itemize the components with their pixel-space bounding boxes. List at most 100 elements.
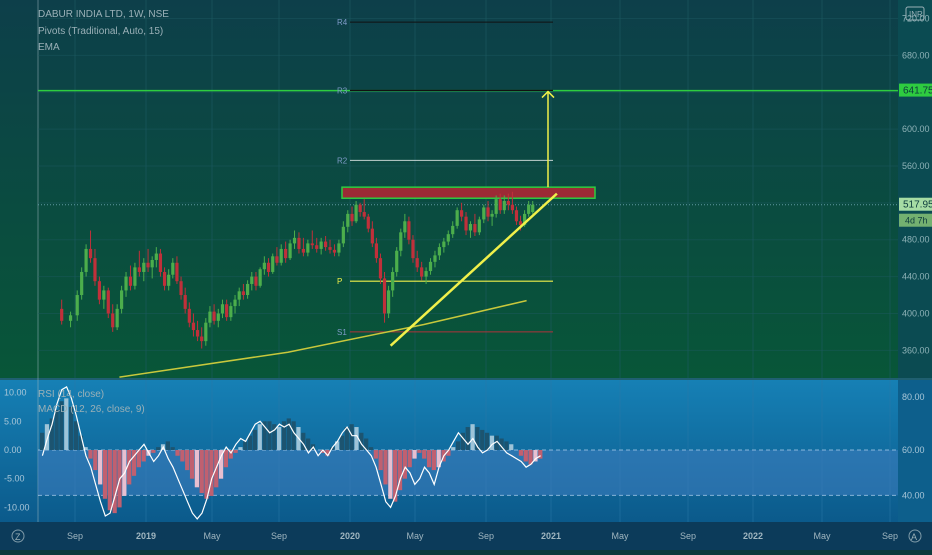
macd-histogram-bar	[378, 450, 383, 471]
last-price-tag-text: 517.95	[903, 200, 932, 211]
candle-body	[208, 311, 212, 323]
candle-body	[200, 336, 204, 342]
indicator-right-tick-1: 60.00	[902, 445, 925, 455]
macd-histogram-bar	[325, 450, 330, 456]
time-axis-tick-8: May	[611, 531, 629, 541]
candle-body	[124, 276, 128, 291]
candle-body	[490, 213, 494, 217]
pivot-levels: R4 R3 R2 P S1	[337, 18, 553, 337]
time-axis-tick-0: Sep	[67, 531, 83, 541]
candle-body	[150, 259, 154, 268]
candle-body	[337, 243, 341, 253]
macd-histogram-bar	[397, 450, 403, 491]
candle-body	[183, 295, 187, 309]
macd-histogram-bar	[185, 450, 190, 471]
candle-body	[531, 204, 535, 213]
candle-body	[328, 247, 332, 250]
macd-histogram-bar	[446, 450, 451, 456]
candle-body	[319, 241, 323, 249]
candle-body	[346, 213, 350, 227]
auto-scale-icon[interactable]: A	[908, 529, 922, 543]
candle-body	[142, 262, 146, 272]
macd-histogram-bar	[475, 427, 480, 450]
candle-body	[258, 269, 262, 286]
resistance-zone[interactable]	[341, 186, 596, 199]
candle-body	[111, 313, 115, 328]
time-axis[interactable]: Sep 2019 May Sep 2020 May Sep 2021 May Sep 2022 May…	[67, 531, 898, 541]
macd-histogram-bar	[112, 450, 117, 514]
time-axis-tick-12: Sep	[882, 531, 898, 541]
candle-body	[250, 276, 254, 284]
symbol-legend[interactable]: DABUR INDIA LTD, 1W, NSE	[38, 9, 169, 20]
candle-body	[245, 283, 250, 296]
candle-body	[167, 274, 171, 286]
time-axis-tick-6: Sep	[478, 531, 494, 541]
macd-histogram-bar	[417, 450, 422, 453]
ema-legend[interactable]: EMA	[38, 42, 60, 53]
macd-histogram-bar	[388, 450, 393, 499]
macd-histogram-bar	[204, 450, 209, 499]
candle-body	[187, 308, 191, 323]
macd-histogram-bar	[426, 450, 432, 468]
candle-body	[88, 248, 93, 259]
macd-histogram-bar	[131, 450, 137, 476]
pivots-legend[interactable]: Pivots (Traditional, Auto, 15)	[38, 26, 163, 37]
ema-line	[119, 299, 527, 378]
macd-histogram-bar	[83, 447, 88, 450]
macd-histogram-bar	[243, 441, 248, 450]
candle-body	[473, 224, 477, 233]
macd-histogram-bar	[262, 421, 267, 450]
macd-histogram-bar	[156, 447, 161, 450]
timezone-icon[interactable]: Z	[11, 529, 25, 543]
candle-body	[80, 271, 84, 296]
macd-histogram-bar	[335, 441, 340, 450]
countdown-tag: 4d 7h	[899, 213, 932, 227]
macd-legend[interactable]: MACD (12, 26, close, 9)	[38, 404, 145, 415]
target-arrow[interactable]	[541, 90, 555, 188]
rsi-legend[interactable]: RSI (14, close)	[38, 389, 104, 400]
macd-histogram-bar	[175, 450, 180, 456]
candle-body	[68, 315, 73, 321]
candle-body	[341, 226, 345, 244]
macd-histogram-bar	[247, 435, 253, 450]
target-price-tag: 641.75	[899, 83, 932, 97]
macd-histogram-bar	[233, 450, 238, 453]
candle-body	[133, 267, 137, 286]
candle-body	[433, 255, 437, 262]
macd-histogram-bar	[359, 432, 364, 450]
candle-body	[315, 245, 319, 249]
price-axis-tick-6: 480.00	[902, 235, 930, 245]
macd-histogram-bar	[480, 429, 485, 450]
candle-body	[451, 225, 455, 235]
macd-histogram-bar	[460, 432, 466, 450]
macd-histogram-bar	[267, 421, 272, 450]
candle-body	[306, 243, 310, 253]
candle-body	[233, 299, 237, 307]
currency-badge[interactable]: INR	[905, 6, 925, 21]
pivot-label-r2: R2	[337, 156, 348, 165]
macd-histogram-bar	[59, 401, 64, 450]
macd-histogram-bar	[276, 427, 282, 450]
candle-body	[292, 237, 297, 244]
macd-histogram-bar	[518, 450, 524, 456]
candle-body	[237, 291, 241, 300]
price-axis-tick-1: 680.00	[902, 50, 930, 60]
time-axis-tick-7: 2021	[541, 531, 561, 541]
macd-histogram-bar	[78, 435, 83, 450]
candle-body	[415, 258, 419, 268]
macd-histogram-bar	[69, 406, 74, 450]
candle-body	[220, 304, 225, 314]
candle-body	[358, 204, 362, 213]
candle-body	[446, 234, 450, 242]
candle-body	[115, 308, 119, 328]
candle-body	[128, 276, 133, 286]
candle-body	[486, 207, 490, 217]
ascending-trendline[interactable]	[389, 192, 558, 347]
macd-histogram-bar	[286, 418, 291, 450]
macd-histogram-bar	[252, 429, 258, 450]
target-price-tag-box	[899, 83, 932, 97]
macd-histogram-bar	[44, 424, 50, 450]
price-axis-tick-0: 720.00	[902, 13, 930, 23]
